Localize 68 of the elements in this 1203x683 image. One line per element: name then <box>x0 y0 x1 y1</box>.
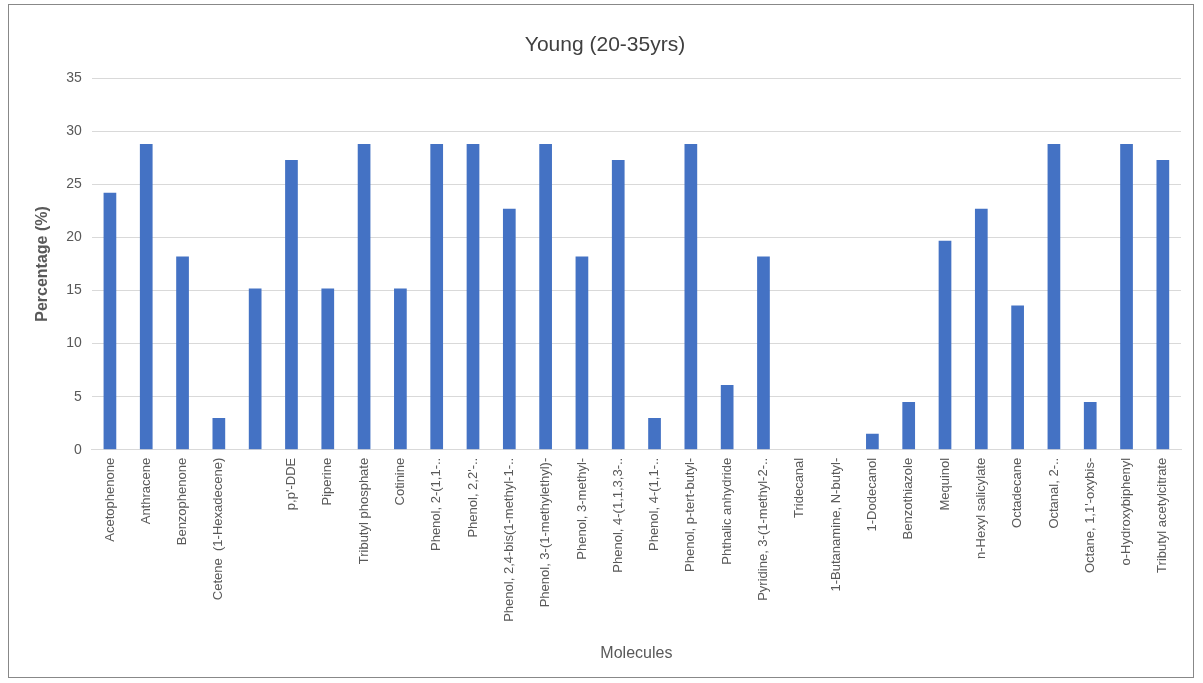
x-tick-label: Cotinine <box>391 457 407 506</box>
x-tick-label: Octane, 1,1'-oxybis- <box>1081 457 1097 573</box>
bar <box>285 159 298 450</box>
bar <box>1120 144 1133 450</box>
x-tick-label: Phenol, p-tert-butyl- <box>682 457 698 572</box>
x-tick-label: Octanal, 2-.. <box>1045 457 1061 529</box>
bar <box>357 144 371 450</box>
x-tick-label: Phenol, 4-(1,1-.. <box>646 457 662 552</box>
bar <box>938 240 952 450</box>
x-tick-label: 1-Dodecanol <box>863 457 879 532</box>
bar <box>430 144 444 450</box>
x-tick-label: Octadecane <box>1009 457 1025 528</box>
bar <box>684 144 698 450</box>
x-tick-label: Anthracene <box>137 457 153 525</box>
bar <box>539 144 552 450</box>
x-tick-label: Phenol, 2,2'-.. <box>464 457 480 538</box>
x-tick-label: Piperine <box>319 457 335 506</box>
bar <box>176 256 189 450</box>
x-tick-label: Benzophenone <box>174 457 190 546</box>
bar <box>502 208 516 450</box>
x-tick-label: Tributyl phosphate <box>355 457 371 565</box>
bar <box>394 288 407 450</box>
x-tick-label: Phenol, 3-(1-methylethyl)- <box>537 457 553 608</box>
x-tick-label: Cetene (1-Hexadecene) <box>210 457 226 601</box>
x-tick-label: Pyridine, 3-(1-methyl-2-.. <box>755 457 771 601</box>
y-tick-label: 10 <box>66 334 82 351</box>
bar <box>866 433 879 450</box>
bar <box>248 288 262 450</box>
x-tick-label: Mequinol <box>936 457 952 511</box>
bar <box>139 144 153 450</box>
x-tick-label: Phenol, 2-(1,1-.. <box>428 457 444 552</box>
y-tick-label: 15 <box>66 281 82 298</box>
bar <box>757 256 770 450</box>
y-tick-label: 35 <box>66 69 82 86</box>
chart-title: Young (20-35yrs) <box>524 32 686 56</box>
x-tick-label: n-Hexyl salicylate <box>972 457 988 559</box>
x-tick-label: p,p'-DDE <box>283 457 299 511</box>
bar <box>1083 402 1097 450</box>
x-tick-label: Acetophenone <box>101 457 117 542</box>
x-tick-label: Phthalic anhydride <box>718 457 734 565</box>
x-tick-label: Phenol, 3-methyl- <box>573 457 589 560</box>
bar <box>1156 159 1170 450</box>
x-tick-label: Phenol, 2,4-bis(1-methyl-1-.. <box>500 457 516 622</box>
y-tick-label: 20 <box>66 228 82 245</box>
bar <box>648 417 661 450</box>
y-tick-label: 30 <box>66 122 82 139</box>
bar <box>103 192 117 450</box>
x-tick-label: Benzothiazole <box>900 457 916 540</box>
bar <box>611 159 625 450</box>
x-tick-label: Phenol, 4-(1,1,3,3-.. <box>609 457 625 573</box>
y-axis-title: Percentage (%) <box>33 206 51 322</box>
x-axis-title: Molecules <box>600 643 673 661</box>
y-tick-label: 25 <box>66 175 82 192</box>
bar <box>575 256 589 450</box>
x-tick-label: o-Hydroxybiphenyl <box>1118 457 1134 566</box>
bar <box>212 417 226 450</box>
bar <box>321 288 335 450</box>
x-tick-label: 1-Butanamine, N-butyl- <box>827 457 843 592</box>
y-tick-label: 0 <box>73 440 82 457</box>
bar <box>466 144 480 450</box>
y-tick-label: 5 <box>73 387 82 404</box>
bar <box>1047 144 1061 450</box>
bar <box>902 402 916 450</box>
x-tick-label: Tributyl acetylcitrate <box>1154 457 1170 573</box>
bar <box>1011 305 1024 450</box>
bar <box>720 385 734 450</box>
x-tick-label: Tridecanal <box>791 457 807 519</box>
bar <box>974 208 988 450</box>
